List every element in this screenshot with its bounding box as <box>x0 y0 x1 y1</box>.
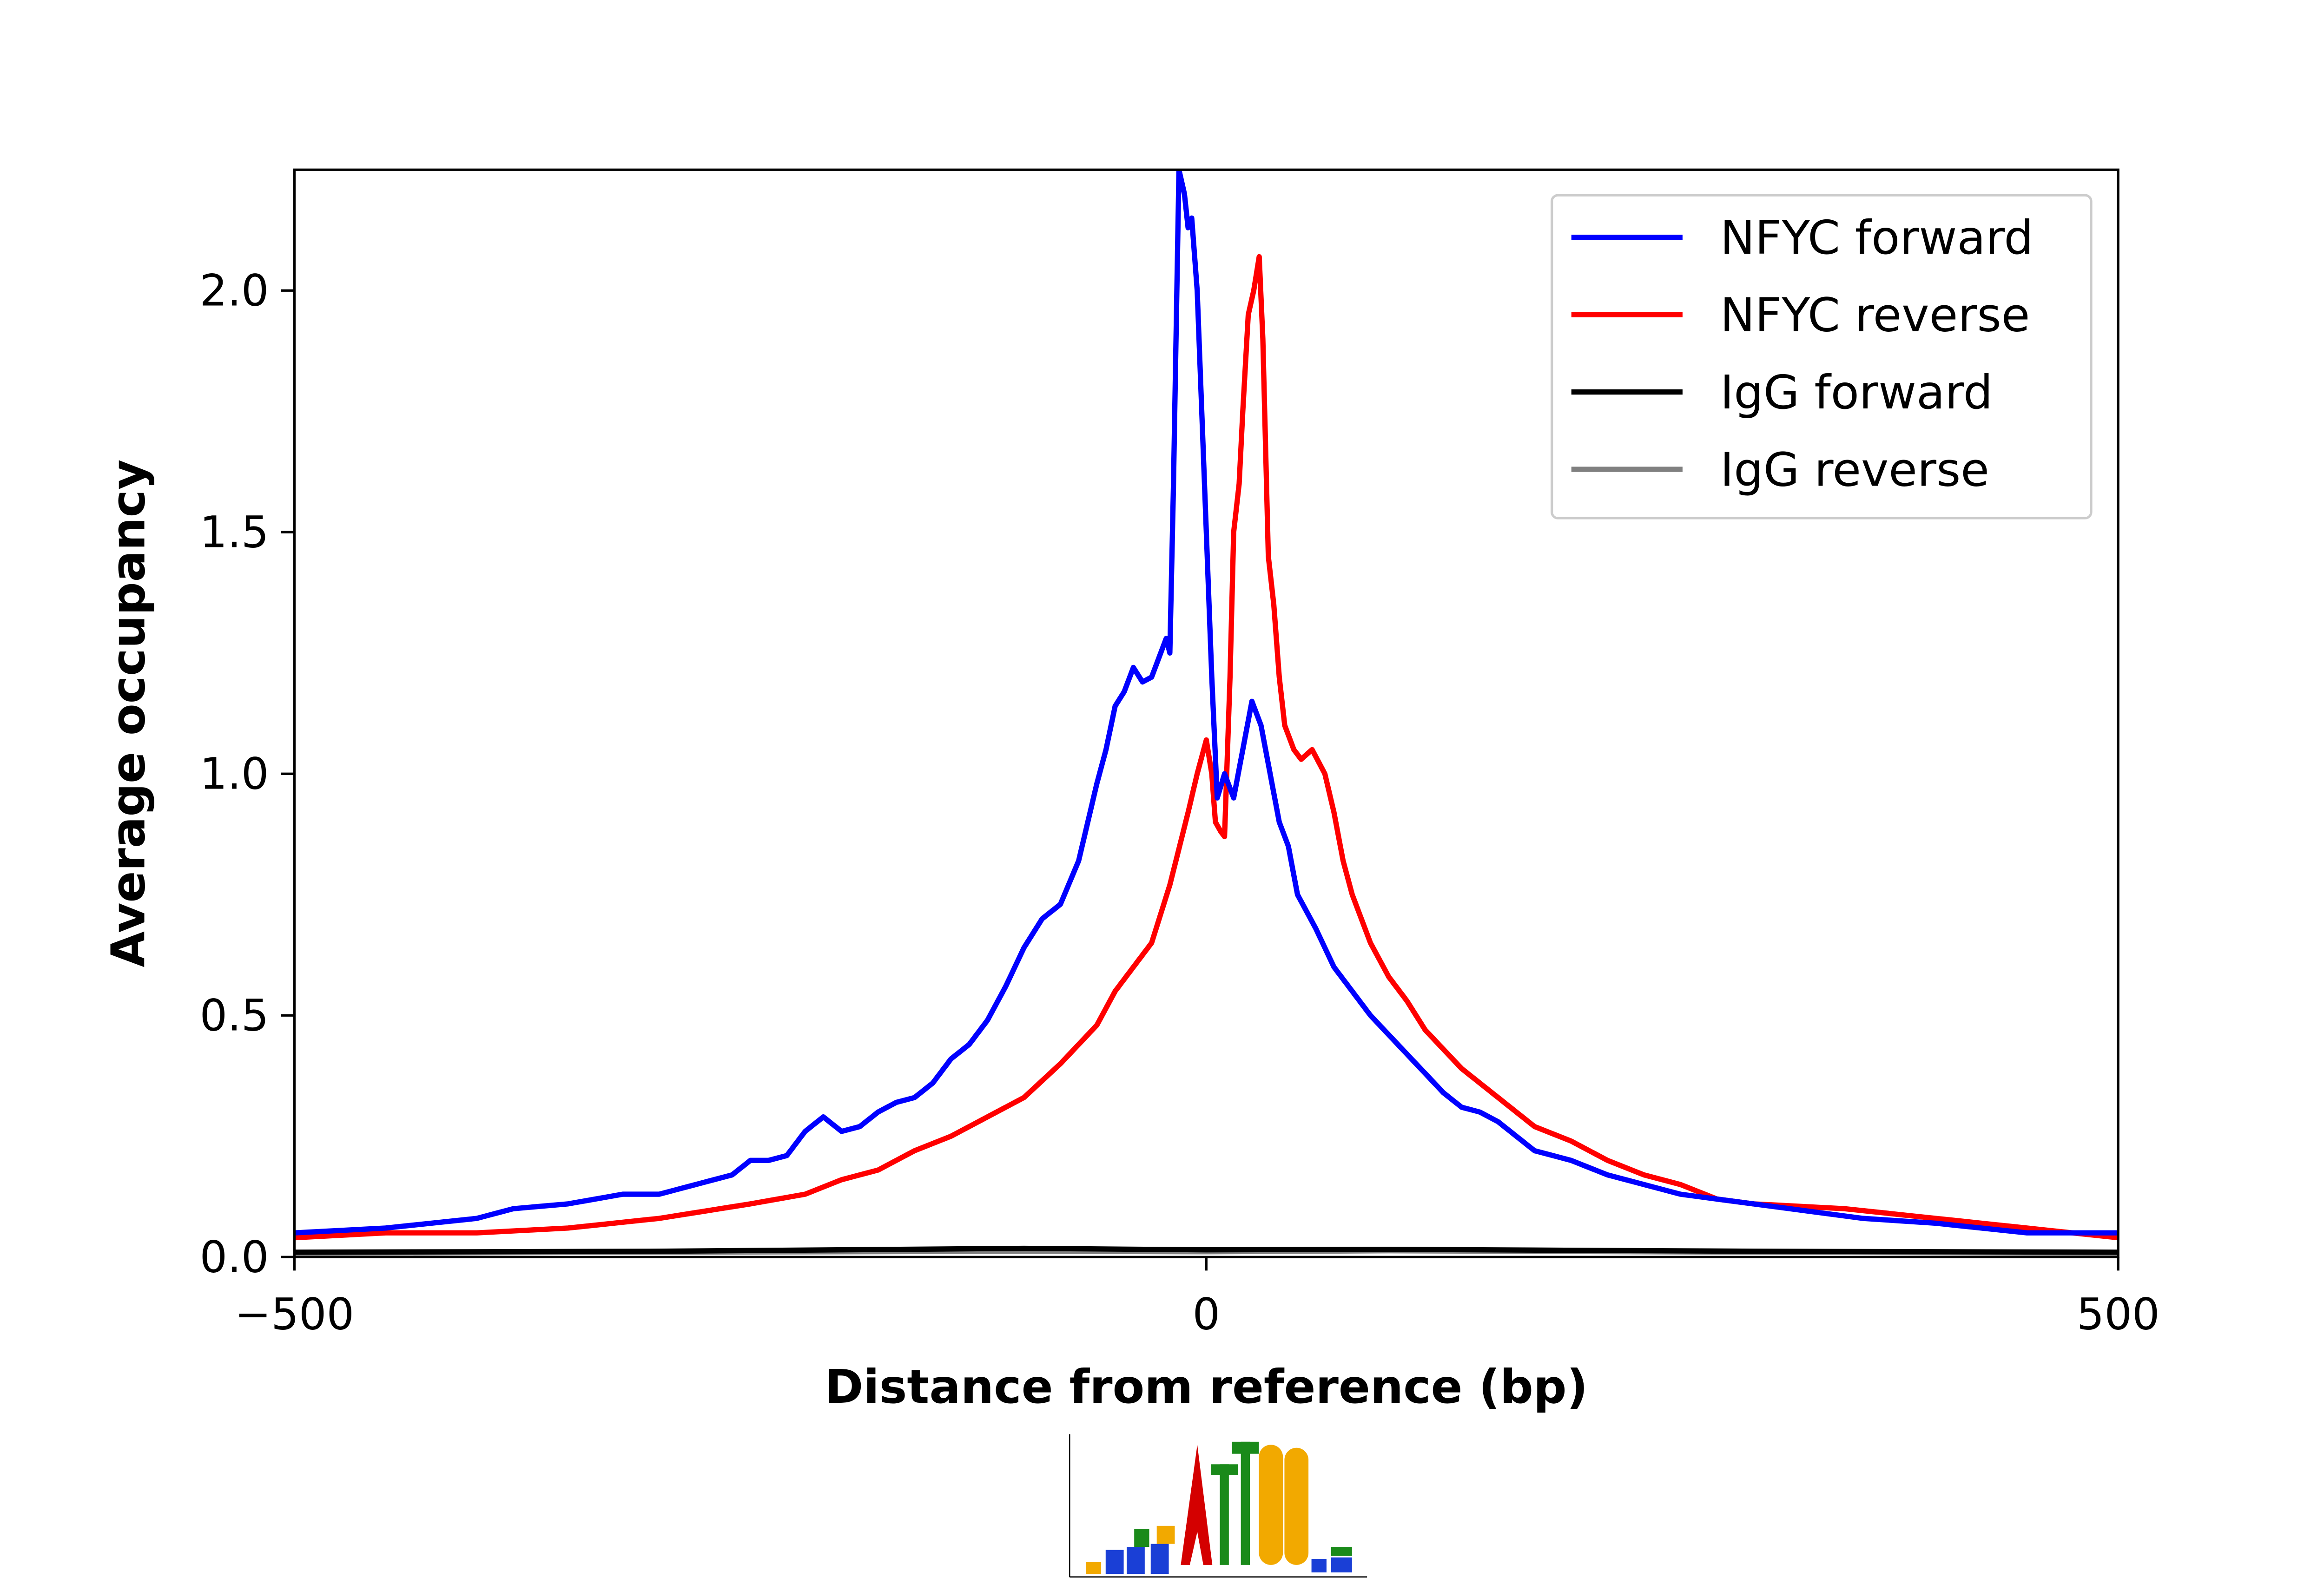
plot-frame <box>293 168 2119 1258</box>
y-tick-label: 0.0 <box>199 1232 269 1283</box>
legend-label: IgG forward <box>1720 365 1993 420</box>
legend-box <box>1551 194 2093 519</box>
y-tick-label: 1.0 <box>199 749 269 800</box>
y-axis-label: Average occupancy <box>101 460 155 967</box>
x-tick-label: 0 <box>1193 1289 1221 1340</box>
data-line <box>294 254 2119 1241</box>
x-tick-label: 500 <box>2077 1289 2160 1340</box>
x-tick-label: −500 <box>235 1289 354 1340</box>
data-line <box>294 1245 2119 1255</box>
legend-label: IgG reverse <box>1720 443 1989 497</box>
x-axis-label: Distance from reference (bp) <box>825 1360 1588 1414</box>
legend-label: NFYC forward <box>1720 210 2034 265</box>
y-tick-label: 0.5 <box>199 991 269 1041</box>
data-line <box>294 170 2119 1236</box>
motif-logo <box>1069 1434 1367 1578</box>
legend-label: NFYC reverse <box>1720 288 2030 342</box>
y-tick-label: 2.0 <box>199 266 269 316</box>
y-tick-label: 1.5 <box>199 507 269 558</box>
